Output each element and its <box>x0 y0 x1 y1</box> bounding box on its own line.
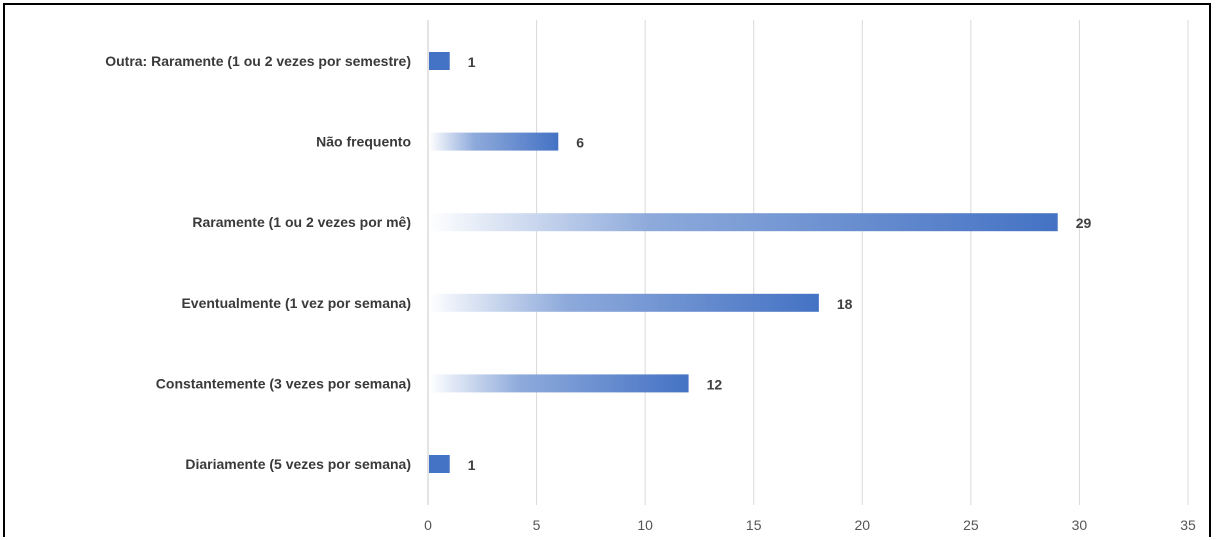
bar <box>429 132 559 151</box>
category-label: Outra: Raramente (1 ou 2 vezes por semes… <box>105 53 411 69</box>
bar <box>429 213 1058 232</box>
category-label: Eventualmente (1 vez por semana) <box>181 295 411 311</box>
bar <box>429 293 819 312</box>
x-tick-label: 35 <box>1180 517 1196 533</box>
bars <box>429 52 1058 473</box>
data-label: 1 <box>468 54 476 70</box>
bar <box>429 52 450 70</box>
data-label: 6 <box>576 135 584 151</box>
labels: 0 5 10 15 20 25 30 35 Outra: Raramente (1 ou 2 v… <box>105 53 1196 533</box>
x-tick-label: 5 <box>533 517 541 533</box>
x-tick-label: 20 <box>854 517 870 533</box>
chart-frame <box>3 3 1211 537</box>
category-label: Constantemente (3 vezes por semana) <box>156 375 411 391</box>
category-label: Não frequento <box>316 134 411 150</box>
x-tick-label: 10 <box>637 517 653 533</box>
bar <box>429 455 450 473</box>
gridlines <box>427 20 1189 505</box>
category-label: Raramente (1 ou 2 vezes por mê) <box>192 214 411 230</box>
category-label: Diariamente (5 vezes por semana) <box>185 456 411 472</box>
data-label: 1 <box>468 457 476 473</box>
x-tick-label: 0 <box>424 517 432 533</box>
data-label: 18 <box>837 296 853 312</box>
bar <box>429 374 689 393</box>
x-tick-label: 15 <box>746 517 762 533</box>
data-label: 29 <box>1076 215 1092 231</box>
x-tick-label: 25 <box>963 517 979 533</box>
x-tick-label: 30 <box>1072 517 1088 533</box>
data-label: 12 <box>707 376 723 392</box>
